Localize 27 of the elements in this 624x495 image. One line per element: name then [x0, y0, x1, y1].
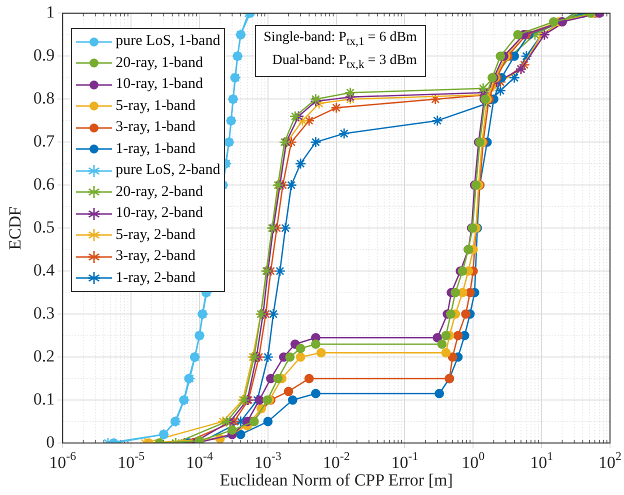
y-tick-label: 0.2 [33, 346, 55, 366]
y-tick-label: 0.1 [33, 389, 55, 408]
y-axis-title: ECDF [6, 206, 25, 250]
legend-label: 5-ray, 1-band [116, 96, 196, 116]
y-tick-label: 0.8 [33, 88, 55, 108]
y-tick-label: 0.3 [33, 304, 55, 323]
legend-label: 3-ray, 2-band [116, 247, 196, 266]
legend-label: 20-ray, 2-band [116, 182, 203, 202]
legend-label: 20-ray, 1-band [116, 54, 203, 73]
legend-label: 10-ray, 1-band [116, 75, 203, 94]
y-tick-label: 1 [46, 2, 55, 22]
y-tick-label: 0.7 [33, 132, 56, 151]
annotation: Single-band: P$_{tx,1}$ = 6 dBm [264, 29, 417, 50]
y-tick-label: 0 [46, 432, 55, 452]
legend-label: pure LoS, 2-band [116, 161, 220, 180]
y-tick-label: 0.5 [33, 218, 55, 237]
legend-label: pure LoS, 1-band [116, 32, 220, 52]
legend-label: 10-ray, 2-band [116, 204, 203, 224]
annotation: Dual-band: P$_{tx,k}$ = 3 dBm [271, 52, 417, 73]
legend-label: 1-ray, 2-band [116, 268, 196, 288]
legend-label: 5-ray, 2-band [116, 226, 196, 245]
legend-label: 1-ray, 1-band [116, 140, 196, 159]
y-tick-label: 0.9 [33, 46, 55, 65]
legend-label: 3-ray, 1-band [116, 118, 196, 138]
y-tick-label: 0.4 [33, 260, 56, 280]
x-axis-title: Euclidean Norm of CPP Error [m] [220, 470, 453, 490]
y-tick-label: 0.6 [33, 174, 55, 194]
